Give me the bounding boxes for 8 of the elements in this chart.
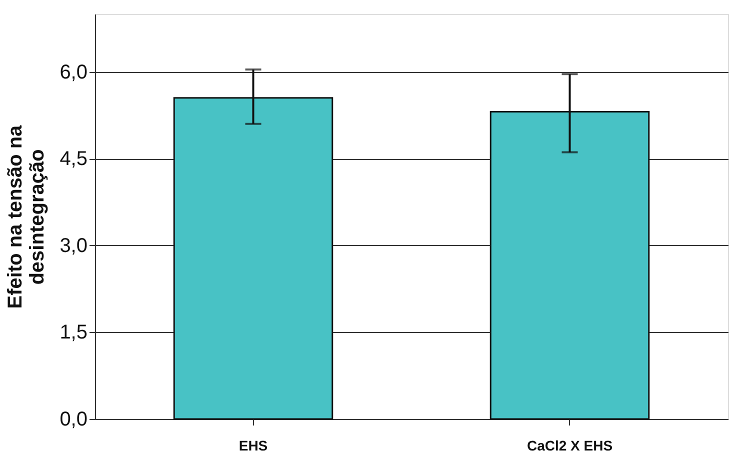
y-tick-label: 6,0	[60, 61, 88, 84]
y-axis-title: Efeito na tensão na desintegração	[4, 124, 49, 309]
y-tick-label: 1,5	[60, 322, 88, 344]
y-tick-label: 3,0	[60, 234, 88, 257]
y-tick-label: 0,0	[60, 408, 88, 430]
y-tick-label: 4,5	[60, 148, 88, 170]
x-tick-label: EHS	[238, 438, 268, 454]
x-tick-label: CaCl2 X EHS	[526, 438, 613, 454]
